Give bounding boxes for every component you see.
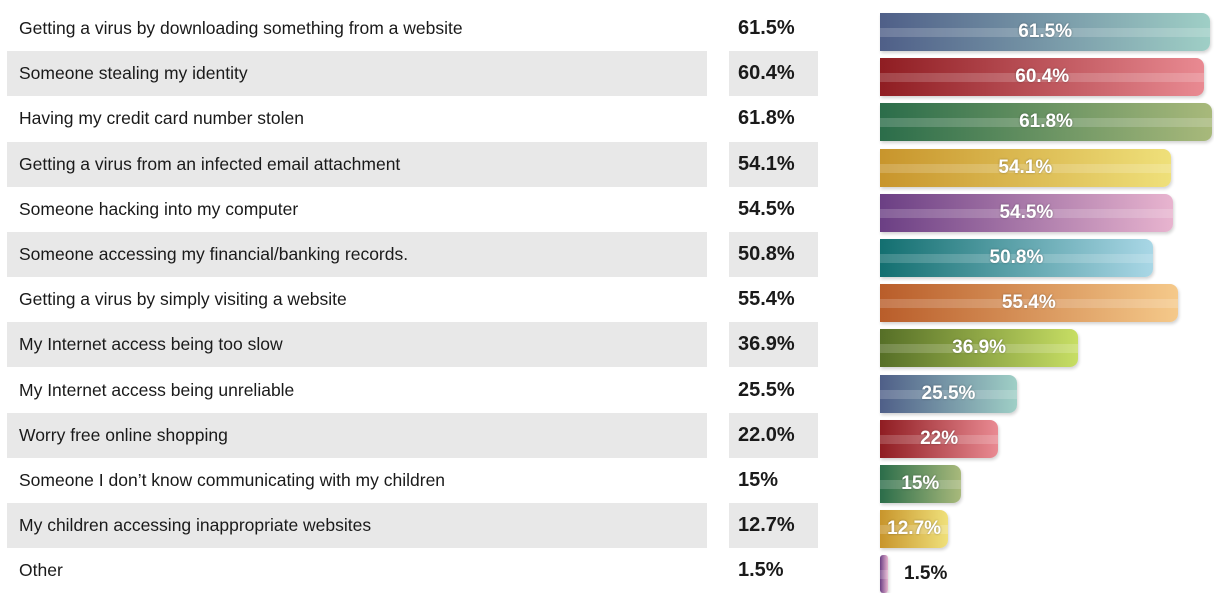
- table-row: Getting a virus by downloading something…: [0, 6, 1214, 51]
- bar-value-label: 22%: [920, 427, 959, 449]
- data-bar: [880, 555, 889, 593]
- data-bar: [880, 284, 1178, 323]
- data-bar: [880, 239, 1153, 277]
- data-bar: [880, 193, 1173, 232]
- bar-value-label: 25.5%: [921, 382, 976, 404]
- data-bar: [880, 329, 1079, 368]
- table-row: Worry free online shopping 22.0% 22%: [0, 412, 1214, 458]
- table-row: Having my credit card number stolen 61.8%…: [0, 96, 1214, 142]
- percent-label: 61.8%: [738, 107, 795, 130]
- category-label: Worry free online shopping: [7, 412, 707, 458]
- percent-label: 15%: [738, 469, 779, 491]
- category-label: Getting a virus by downloading something…: [19, 18, 463, 38]
- table-row: Getting a virus by simply visiting a web…: [0, 277, 1214, 323]
- data-bar: [880, 148, 1171, 187]
- percent-label: 1.5%: [738, 559, 784, 582]
- data-bar: [880, 510, 949, 549]
- bar-value-label: 15%: [901, 473, 940, 494]
- table-row: My children accessing inappropriate webs…: [0, 503, 1214, 549]
- percent-label: 54.5%: [738, 197, 795, 220]
- table-row: Someone accessing my financial/banking r…: [0, 232, 1214, 277]
- table-row: My Internet access being unreliable 25.5%…: [0, 368, 1214, 413]
- percent-label: 12.7%: [729, 503, 818, 549]
- data-bar: [880, 419, 999, 458]
- data-bar: [880, 13, 1211, 51]
- percent-label: 36.9%: [729, 322, 818, 368]
- category-label: Someone hacking into my computer: [19, 198, 299, 219]
- bar-value-label: 36.9%: [952, 337, 1007, 359]
- bar-value-label: 50.8%: [989, 247, 1044, 268]
- data-bar: [880, 374, 1017, 413]
- category-label: Getting a virus from an infected email a…: [7, 141, 707, 187]
- bar-value-label: 60.4%: [1015, 66, 1070, 88]
- bar-value-label: 54.5%: [999, 201, 1054, 223]
- percent-label: 54.1%: [729, 141, 818, 187]
- bar-value-label: 55.4%: [1001, 292, 1056, 314]
- percent-label: 22.0%: [729, 412, 818, 458]
- bar-value-label: 54.1%: [998, 156, 1053, 178]
- table-row: Someone hacking into my computer 54.5% 54.…: [0, 187, 1214, 232]
- percent-label: 60.4%: [729, 51, 818, 97]
- bar-value-label: 61.5%: [1018, 21, 1073, 42]
- category-label: Someone accessing my financial/banking r…: [7, 232, 707, 277]
- percent-label: 55.4%: [738, 288, 795, 311]
- table-row: Someone I don’t know communicating with …: [0, 458, 1214, 503]
- category-label: My Internet access being unreliable: [19, 379, 295, 400]
- category-label: My Internet access being too slow: [7, 322, 707, 368]
- data-bar: [880, 103, 1212, 142]
- bar-value-label: 12.7%: [887, 518, 942, 540]
- table-row: Other 1.5% 1.5%: [0, 548, 1214, 593]
- category-label: Getting a virus by simply visiting a web…: [19, 289, 347, 310]
- table-row: Getting a virus from an infected email a…: [0, 141, 1214, 187]
- category-label: Having my credit card number stolen: [19, 108, 304, 129]
- percent-label: 25.5%: [738, 378, 795, 401]
- table-row: My Internet access being too slow 36.9% 36…: [0, 322, 1214, 368]
- percent-label: 61.5%: [738, 17, 795, 39]
- bar-value-label: 61.8%: [1019, 111, 1073, 133]
- percent-label: 50.8%: [729, 232, 818, 277]
- bar-value-label: 1.5%: [904, 563, 948, 585]
- data-bar: [880, 465, 961, 503]
- category-label: Someone I don’t know communicating with …: [19, 470, 446, 490]
- category-label: My children accessing inappropriate webs…: [7, 503, 707, 549]
- table-row: Someone stealing my identity 60.4% 60.4%: [0, 51, 1214, 97]
- category-label: Other: [19, 560, 63, 581]
- data-bar: [880, 58, 1205, 97]
- category-label: Someone stealing my identity: [7, 51, 707, 97]
